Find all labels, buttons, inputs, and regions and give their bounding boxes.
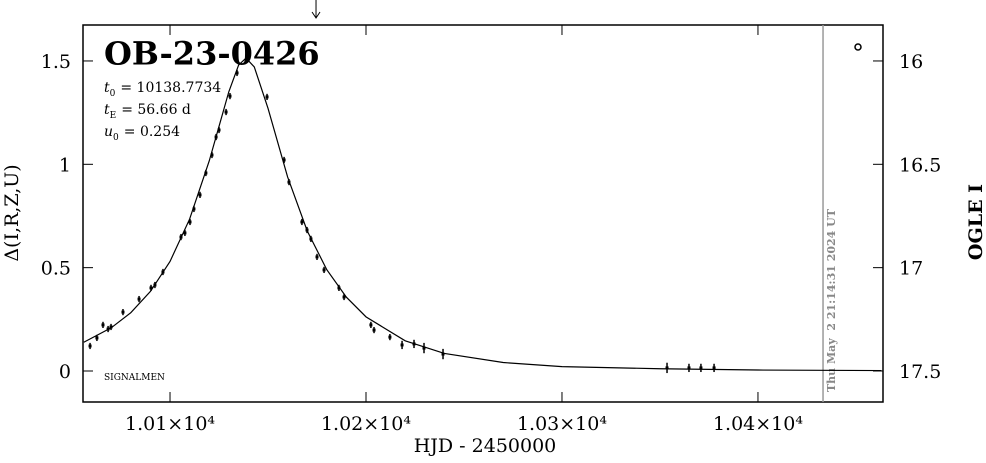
parameter-subscript: 0 — [113, 133, 119, 143]
plot-frame — [82, 24, 884, 403]
data-point — [217, 128, 221, 132]
data-point — [204, 171, 208, 175]
data-point — [337, 286, 341, 290]
y-tick-label: 0.5 — [41, 258, 71, 280]
data-point — [161, 270, 165, 274]
y2-tick-label: 17 — [899, 258, 923, 280]
data-point — [369, 323, 373, 327]
data-point — [198, 193, 202, 197]
data-point — [101, 323, 105, 327]
x-tick-label: 1.01×10⁴ — [125, 413, 215, 435]
event-arrow — [311, 0, 321, 19]
data-point — [342, 295, 346, 299]
parameter-subscript: 0 — [110, 89, 116, 99]
data-point — [224, 110, 228, 114]
data-point — [315, 255, 319, 259]
model-curve — [83, 57, 882, 372]
x-axis-label: HJD - 2450000 — [414, 435, 557, 457]
parameter-symbol: t — [104, 80, 110, 96]
data-point — [95, 336, 99, 340]
x-tick-label: 1.04×10⁴ — [713, 413, 803, 435]
parameter: t0 = 10138.7734 — [104, 80, 221, 99]
data-point — [88, 344, 92, 348]
data-point — [121, 310, 125, 314]
data-point — [699, 366, 703, 370]
data-point — [712, 366, 716, 370]
parameter-value: = 10138.7734 — [120, 80, 221, 96]
data-point — [687, 366, 691, 370]
parameter: tE = 56.66 d — [104, 102, 191, 121]
timestamp: Thu May 2 21:14:31 2024 UT — [825, 208, 838, 392]
data-point — [400, 343, 404, 347]
y2-tick-label: 17.5 — [899, 361, 941, 383]
parameter-value: = 0.254 — [124, 124, 180, 140]
data-point — [228, 94, 232, 98]
y2-axis-label: OGLE I — [965, 184, 986, 260]
y-axis-label: Δ(I,R,Z,U) — [1, 164, 23, 261]
data-point — [149, 286, 153, 290]
parameter: u0 = 0.254 — [104, 124, 180, 143]
data-point — [305, 228, 309, 232]
data-point — [282, 158, 286, 162]
data-point — [322, 268, 326, 272]
data-point — [388, 335, 392, 339]
y-tick-label: 1.5 — [41, 51, 71, 73]
parameter-symbol: t — [104, 102, 110, 118]
data-point — [665, 366, 669, 370]
data-point — [214, 135, 218, 139]
data-point — [137, 297, 141, 301]
data-point — [412, 342, 416, 346]
data-point — [109, 325, 113, 329]
y2-tick-label: 16 — [899, 51, 923, 73]
parameter-subscript: E — [110, 111, 117, 121]
y2-tick-label: 16.5 — [899, 154, 941, 176]
parameter-value: = 56.66 d — [121, 102, 191, 118]
x-tick-label: 1.03×10⁴ — [517, 413, 607, 435]
credit: SIGNALMEN — [104, 373, 165, 383]
data-point — [441, 352, 445, 356]
data-point — [300, 220, 304, 224]
data-point — [372, 328, 376, 332]
symbol — [854, 43, 862, 51]
data-point — [188, 220, 192, 224]
data-point — [210, 153, 214, 157]
y-tick-label: 0 — [59, 361, 71, 383]
data-point — [309, 237, 313, 241]
data-point — [153, 283, 157, 287]
y-tick-label: 1 — [59, 154, 71, 176]
data-point — [422, 346, 426, 350]
data-point — [183, 231, 187, 235]
data-point — [235, 71, 239, 75]
x-tick-label: 1.02×10⁴ — [321, 413, 411, 435]
chart-title: OB-23-0426 — [104, 35, 320, 73]
parameter-symbol: u — [104, 124, 113, 140]
data-point — [192, 207, 196, 211]
data-point — [265, 95, 269, 99]
data-point — [287, 180, 291, 184]
data-point — [179, 235, 183, 239]
data-point — [106, 327, 110, 331]
